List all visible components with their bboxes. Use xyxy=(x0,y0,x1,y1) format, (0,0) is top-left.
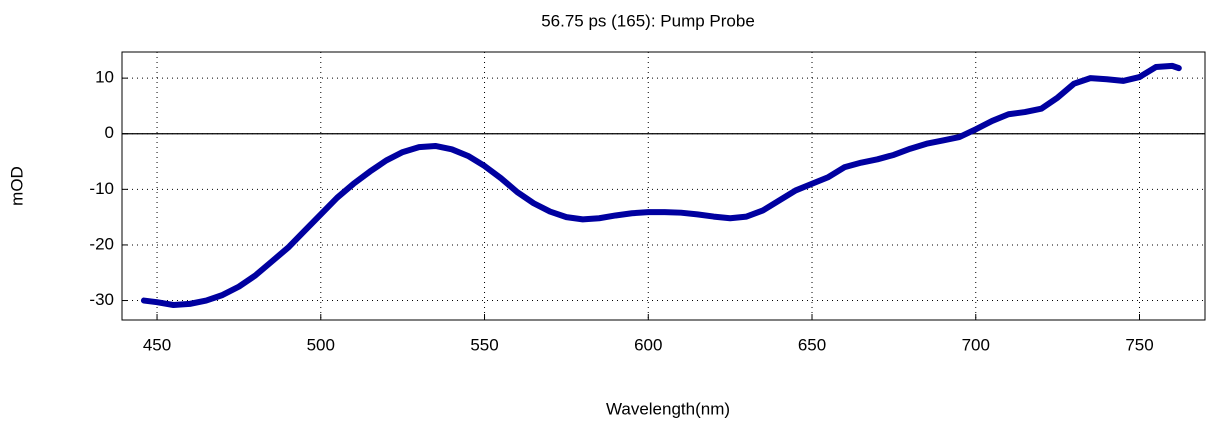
y-tick-label: -30 xyxy=(89,290,114,309)
x-tick-label: 650 xyxy=(798,335,826,354)
x-tick-label: 450 xyxy=(143,335,171,354)
y-tick-label: 10 xyxy=(95,68,114,87)
chart-title: 56.75 ps (165): Pump Probe xyxy=(541,11,755,30)
y-axis-label: mOD xyxy=(7,166,26,206)
x-tick-label: 500 xyxy=(307,335,335,354)
y-tick-label: -10 xyxy=(89,179,114,198)
axes-box xyxy=(121,51,1206,321)
x-tick-label: 550 xyxy=(470,335,498,354)
x-tick-label: 700 xyxy=(962,335,990,354)
x-tick-label: 600 xyxy=(634,335,662,354)
x-tick-label: 750 xyxy=(1125,335,1153,354)
plot-area xyxy=(122,52,1205,320)
x-axis-label: Wavelength(nm) xyxy=(606,399,730,418)
y-tick-label: 0 xyxy=(105,123,114,142)
y-tick-label: -20 xyxy=(89,234,114,253)
data-line xyxy=(140,62,1182,308)
